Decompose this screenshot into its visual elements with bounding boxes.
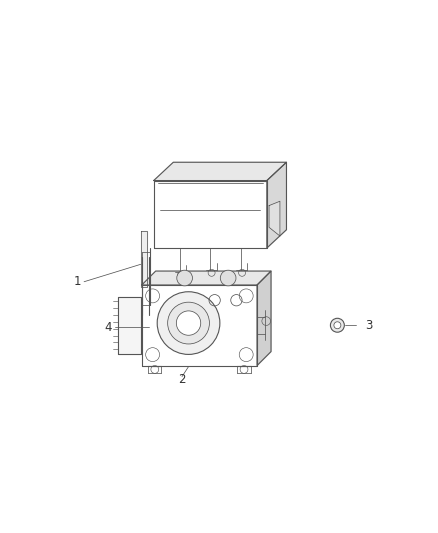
Polygon shape — [169, 301, 208, 345]
Circle shape — [168, 302, 209, 344]
Circle shape — [334, 322, 341, 329]
Polygon shape — [269, 201, 280, 236]
Text: 4: 4 — [104, 321, 112, 334]
Polygon shape — [154, 181, 267, 248]
Circle shape — [157, 292, 220, 354]
Polygon shape — [154, 162, 286, 181]
Text: 1: 1 — [74, 275, 81, 288]
Circle shape — [177, 311, 201, 335]
Polygon shape — [257, 271, 271, 366]
Text: 2: 2 — [178, 373, 186, 386]
Circle shape — [220, 270, 236, 286]
Polygon shape — [142, 271, 271, 285]
Circle shape — [177, 270, 192, 286]
Text: 3: 3 — [365, 319, 373, 332]
Circle shape — [330, 318, 344, 332]
Polygon shape — [142, 285, 257, 366]
Polygon shape — [118, 297, 141, 353]
Polygon shape — [141, 231, 147, 287]
Polygon shape — [267, 162, 286, 248]
